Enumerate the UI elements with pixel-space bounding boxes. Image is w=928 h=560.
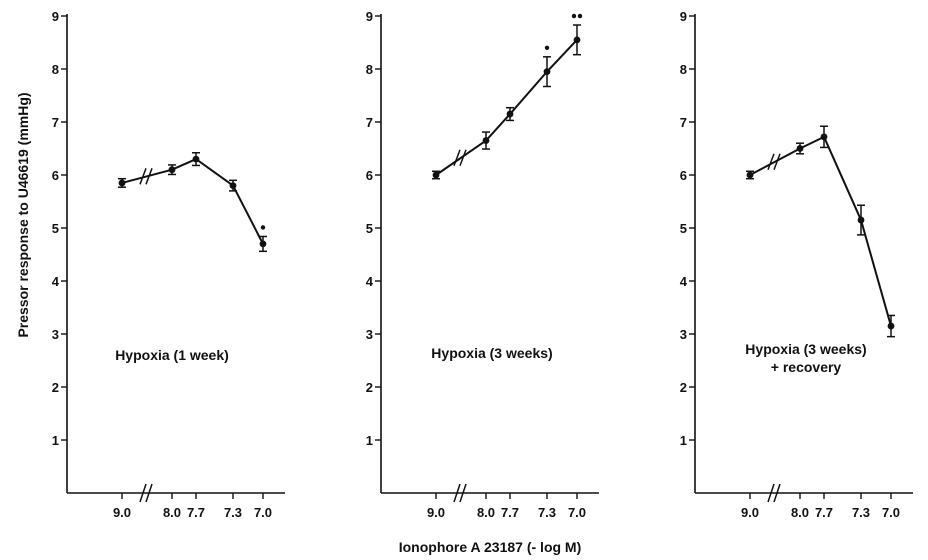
data-point bbox=[573, 36, 581, 44]
x-axis-break-mark bbox=[145, 483, 153, 503]
y-tick-label: 9 bbox=[366, 9, 373, 24]
y-tick-label: 2 bbox=[680, 380, 687, 395]
y-tick-label: 3 bbox=[366, 327, 373, 342]
series-line-segment bbox=[546, 39, 578, 73]
data-point bbox=[192, 155, 200, 163]
y-tick-label: 4 bbox=[680, 274, 688, 289]
line-break-mark bbox=[459, 149, 467, 167]
significance-marker bbox=[544, 45, 550, 51]
data-point bbox=[820, 133, 828, 141]
x-tick-label: 8.0 bbox=[163, 505, 181, 520]
line-break-mark bbox=[773, 153, 781, 171]
series-line-segment bbox=[799, 135, 825, 150]
series-line-segment bbox=[860, 219, 892, 327]
data-point bbox=[432, 171, 440, 179]
panel-annotation: + recovery bbox=[771, 359, 842, 375]
x-tick-label: 8.0 bbox=[477, 505, 495, 520]
chart-panel-1: 1 2 3 4 5 6 7 8 9 9.0 8.0 7.7 7.3 7.0 Hypoxia (1 week) bbox=[52, 9, 285, 520]
panel-annotation: Hypoxia (3 weeks) bbox=[745, 341, 866, 357]
x-axis-label: Ionophore A 23187 (- log M) bbox=[399, 539, 582, 555]
y-tick-label: 3 bbox=[52, 327, 59, 342]
y-tick-label: 1 bbox=[52, 433, 59, 448]
y-tick-label: 5 bbox=[680, 221, 687, 236]
y-tick-label: 4 bbox=[52, 274, 60, 289]
data-point bbox=[543, 68, 551, 76]
y-tick-label: 8 bbox=[366, 62, 373, 77]
series-line-segment bbox=[509, 70, 548, 115]
data-point bbox=[482, 137, 490, 144]
line-break-mark bbox=[139, 168, 147, 185]
y-axis-label: Pressor response to U46619 (mmHg) bbox=[15, 92, 31, 337]
series-line-segment bbox=[232, 185, 264, 245]
series-line-segment bbox=[121, 168, 173, 184]
y-tick-label: 5 bbox=[52, 221, 59, 236]
chart-panels: 1 2 3 4 5 6 7 8 9 9.0 8.0 7.7 7.3 7.0 Hypoxia (1 week)… bbox=[52, 9, 913, 520]
x-tick-label: 7.7 bbox=[501, 505, 519, 520]
x-tick-label: 9.0 bbox=[427, 505, 445, 520]
data-point bbox=[796, 145, 804, 152]
data-point bbox=[259, 240, 267, 248]
significance-marker bbox=[260, 225, 266, 230]
x-tick-label: 7.0 bbox=[254, 505, 272, 520]
data-point bbox=[506, 110, 514, 118]
line-break-mark bbox=[453, 149, 461, 167]
x-axis-break-mark bbox=[773, 483, 781, 503]
data-point bbox=[857, 216, 865, 224]
panel-annotation: Hypoxia (3 weeks) bbox=[431, 345, 552, 361]
y-tick-label: 8 bbox=[680, 62, 687, 77]
series-line-segment bbox=[195, 158, 234, 187]
y-tick-label: 7 bbox=[366, 115, 373, 130]
x-axis-break-mark bbox=[139, 483, 147, 503]
y-tick-label: 5 bbox=[366, 221, 373, 236]
x-axis-break-mark bbox=[459, 483, 467, 503]
x-tick-label: 7.7 bbox=[815, 505, 833, 520]
x-tick-label: 9.0 bbox=[113, 505, 131, 520]
x-tick-label: 7.3 bbox=[852, 505, 870, 520]
y-tick-label: 7 bbox=[680, 115, 687, 130]
line-break-mark bbox=[767, 153, 775, 171]
x-axis-break-mark bbox=[767, 483, 775, 503]
x-tick-label: 7.3 bbox=[538, 505, 556, 520]
y-tick-label: 9 bbox=[52, 9, 59, 24]
x-tick-label: 8.0 bbox=[791, 505, 809, 520]
series-line-segment bbox=[171, 158, 197, 171]
data-point bbox=[746, 171, 754, 179]
data-point bbox=[118, 179, 126, 187]
series-line-segment bbox=[823, 136, 862, 221]
series-line-segment bbox=[435, 139, 487, 176]
x-tick-label: 7.0 bbox=[882, 505, 900, 520]
y-tick-label: 6 bbox=[680, 168, 687, 183]
y-tick-label: 1 bbox=[366, 433, 373, 448]
x-tick-label: 7.3 bbox=[224, 505, 242, 520]
x-tick-label: 9.0 bbox=[741, 505, 759, 520]
chart-panel-2: 1 2 3 4 5 6 7 8 9 9.0 8.0 7.7 7.3 7.0 Hypoxia (3 weeks… bbox=[366, 9, 599, 520]
y-tick-label: 6 bbox=[52, 168, 59, 183]
y-tick-label: 6 bbox=[366, 168, 373, 183]
series-line-segment bbox=[749, 147, 801, 176]
y-tick-label: 2 bbox=[366, 380, 373, 395]
y-tick-label: 4 bbox=[366, 274, 374, 289]
data-point bbox=[229, 182, 237, 190]
y-tick-label: 2 bbox=[52, 380, 59, 395]
x-tick-label: 7.7 bbox=[187, 505, 205, 520]
data-point bbox=[887, 322, 895, 330]
significance-marker bbox=[571, 13, 577, 19]
x-tick-label: 7.0 bbox=[568, 505, 586, 520]
series-line-segment bbox=[485, 113, 511, 142]
y-tick-label: 3 bbox=[680, 327, 687, 342]
panel-annotation: Hypoxia (1 week) bbox=[115, 347, 229, 363]
x-axis-break-mark bbox=[453, 483, 461, 503]
data-point bbox=[168, 166, 176, 174]
line-break-mark bbox=[145, 168, 153, 185]
chart-panel-3: 1 2 3 4 5 6 7 8 9 9.0 8.0 7.7 7.3 7.0 Hypoxia (3 weeks… bbox=[680, 9, 913, 520]
y-tick-label: 9 bbox=[680, 9, 687, 24]
y-tick-label: 7 bbox=[52, 115, 59, 130]
y-tick-label: 1 bbox=[680, 433, 687, 448]
significance-marker bbox=[577, 13, 583, 19]
y-tick-label: 8 bbox=[52, 62, 59, 77]
